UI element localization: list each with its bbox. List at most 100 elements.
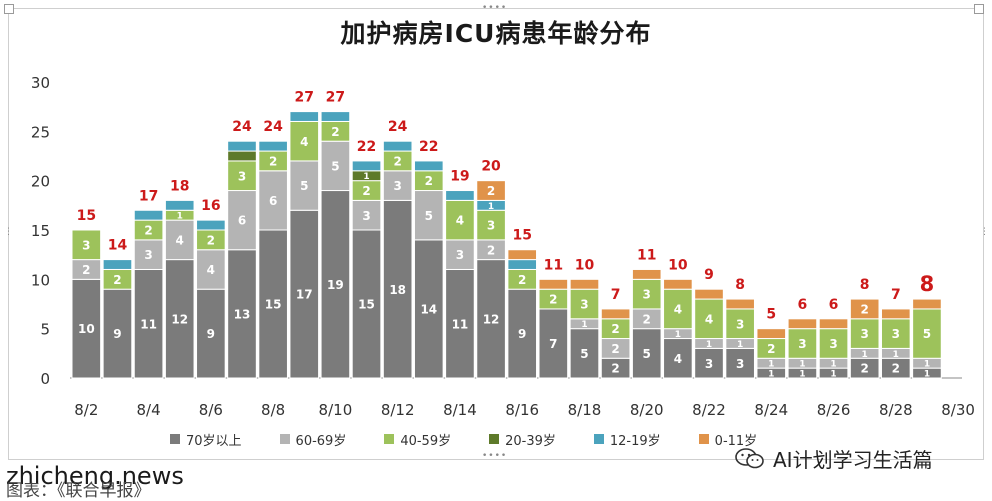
resize-handle-bottom[interactable]: •••• — [482, 451, 508, 461]
x-tick-label: 8/16 — [505, 401, 539, 419]
bar-segment — [663, 278, 693, 290]
y-tick-label: 0 — [40, 370, 50, 388]
segment-label: 2 — [643, 312, 651, 326]
resize-handle-top-left[interactable] — [4, 4, 14, 14]
segment-label: 2 — [269, 154, 277, 168]
y-tick-label: 10 — [31, 271, 50, 289]
segment-label: 2 — [425, 174, 433, 188]
y-tick-label: 15 — [31, 222, 50, 240]
resize-handle-left[interactable]: ⋮ — [4, 227, 14, 237]
segment-label: 9 — [113, 327, 121, 341]
segment-label: 12 — [483, 312, 500, 326]
segment-label: 2 — [113, 273, 121, 287]
segment-label: 2 — [362, 184, 370, 198]
total-label: 10 — [668, 257, 688, 273]
x-tick-label: 8/10 — [319, 401, 353, 419]
x-tick-label: 8/6 — [199, 401, 223, 419]
bar-segment — [102, 288, 133, 379]
segment-label: 19 — [327, 278, 344, 292]
segment-label: 2 — [487, 243, 495, 257]
bar-segment — [569, 288, 600, 320]
segment-label: 15 — [265, 298, 282, 312]
segment-label: 3 — [798, 337, 806, 351]
segment-label: 4 — [674, 302, 682, 316]
segment-label: 1 — [893, 350, 899, 360]
legend-item: 40-59岁 — [384, 430, 451, 449]
y-tick-label: 5 — [40, 321, 50, 339]
bar-segment — [569, 328, 600, 379]
segment-label: 4 — [207, 263, 215, 277]
segment-label: 2 — [487, 184, 495, 198]
segment-label: 3 — [736, 357, 744, 371]
segment-label: 2 — [144, 224, 152, 238]
legend-label: 0-11岁 — [714, 433, 758, 449]
segment-label: 17 — [296, 288, 313, 302]
segment-label: 2 — [611, 322, 619, 336]
bar-segment — [164, 199, 195, 211]
total-label: 5 — [766, 307, 776, 323]
segment-label: 4 — [674, 352, 682, 366]
x-tick-label: 8/22 — [692, 401, 726, 419]
bar-segment — [725, 308, 755, 340]
bar-segment — [631, 278, 662, 310]
bar-segment — [880, 318, 911, 349]
segment-label: 2 — [767, 342, 775, 356]
legend-swatch — [279, 434, 290, 444]
segment-label: 2 — [861, 362, 869, 376]
x-tick-label: 8/14 — [443, 401, 477, 419]
bar-segment — [133, 209, 164, 221]
bar-segment — [694, 347, 724, 379]
segment-label: 3 — [487, 219, 495, 233]
legend-swatch — [593, 434, 604, 444]
bar-segment — [818, 328, 849, 359]
bar-segment — [320, 111, 351, 122]
bar-segment — [912, 298, 942, 310]
segment-label: 4 — [456, 214, 464, 228]
bar-segment — [71, 229, 102, 261]
bar-segment — [320, 190, 351, 379]
segment-label: 3 — [736, 317, 744, 331]
bar-segment — [849, 298, 880, 320]
bar-segment — [164, 259, 195, 379]
bar-segment — [849, 318, 880, 349]
y-tick-label: 20 — [31, 173, 50, 191]
legend-label: 60-69岁 — [295, 433, 347, 449]
segment-label: 2 — [207, 233, 215, 247]
segment-label: 3 — [829, 337, 837, 351]
bar-segment — [445, 239, 475, 270]
x-tick-label: 8/8 — [261, 401, 285, 419]
bar-segment — [507, 249, 538, 261]
segment-label: 1 — [768, 369, 774, 379]
bar-segment — [631, 268, 662, 280]
total-label: 18 — [170, 178, 189, 194]
bar-segment — [227, 150, 257, 162]
segment-label: 10 — [78, 322, 95, 336]
segment-label: 2 — [518, 273, 526, 287]
x-tick-label: 8/30 — [941, 401, 975, 419]
total-label: 6 — [798, 297, 808, 313]
legend-item: 60-69岁 — [279, 430, 347, 449]
x-tick-label: 8/2 — [74, 401, 98, 419]
bar-segment — [258, 140, 288, 152]
segment-label: 11 — [452, 317, 469, 331]
source-caption: 图表：《联合早报》 — [6, 481, 151, 501]
total-label: 27 — [326, 90, 345, 106]
total-label: 15 — [512, 228, 531, 244]
segment-label: 18 — [389, 283, 406, 297]
total-label: 24 — [263, 119, 283, 135]
segment-label: 3 — [362, 209, 370, 223]
resize-handle-top[interactable]: •••• — [482, 3, 508, 13]
segment-label: 1 — [581, 320, 587, 330]
resize-handle-right[interactable]: ⋮ — [980, 227, 990, 237]
bar-segment — [289, 111, 320, 122]
total-label: 8 — [920, 272, 935, 296]
total-label: 11 — [544, 257, 563, 273]
resize-handle-top-right[interactable] — [974, 4, 984, 14]
legend-label: 70岁以上 — [186, 433, 242, 449]
bar-segment — [382, 140, 413, 152]
legend-swatch — [489, 434, 500, 444]
segment-label: 1 — [675, 330, 681, 340]
total-label: 16 — [201, 198, 220, 214]
segment-label: 3 — [861, 327, 869, 341]
bar-segment — [538, 278, 569, 290]
